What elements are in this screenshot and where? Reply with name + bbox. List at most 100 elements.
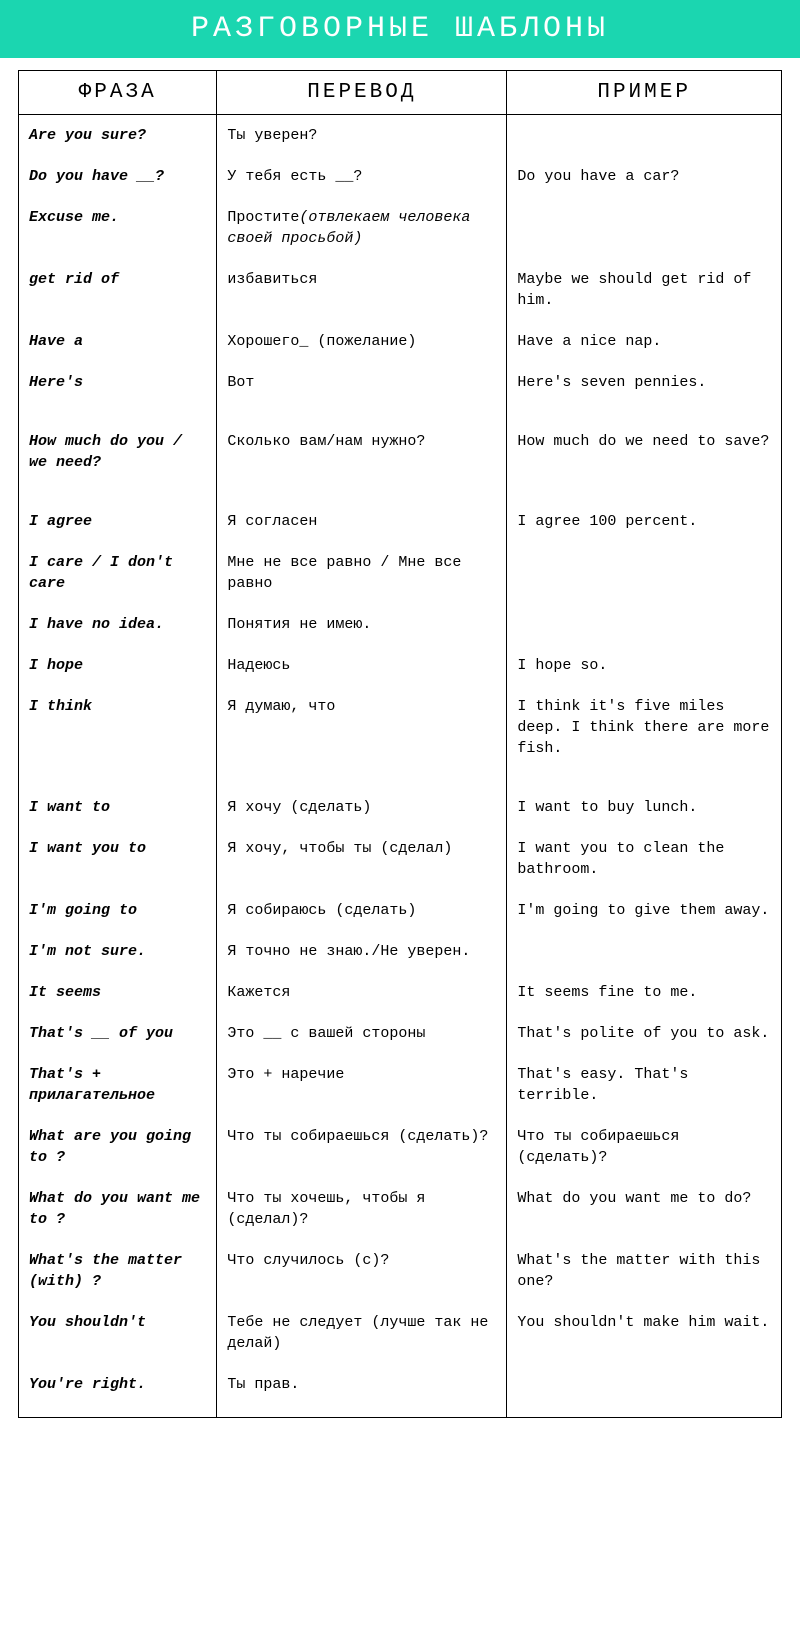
cell-translation: Это __ с вашей стороны (217, 1013, 507, 1054)
table-row: I hopeНадеюсьI hope so. (19, 645, 782, 686)
cell-translation: Я согласен (217, 483, 507, 542)
cell-translation: Ты уверен? (217, 115, 507, 157)
col-header-translation: ПЕРЕВОД (217, 71, 507, 115)
cell-translation: Я хочу (сделать) (217, 769, 507, 828)
cell-translation: Я точно не знаю./Не уверен. (217, 931, 507, 972)
table-row: You're right.Ты прав. (19, 1364, 782, 1418)
table-row: Excuse me.Простите(отвлекаем человека св… (19, 197, 782, 259)
cell-phrase: How much do you / we need? (19, 403, 217, 483)
cell-example: I hope so. (507, 645, 782, 686)
cell-example: You shouldn't make him wait. (507, 1302, 782, 1364)
cell-example: Что ты собираешься (сделать)? (507, 1116, 782, 1178)
col-header-example: ПРИМЕР (507, 71, 782, 115)
table-row: I agreeЯ согласенI agree 100 percent. (19, 483, 782, 542)
page-header: РАЗГОВОРНЫЕ ШАБЛОНЫ (0, 0, 800, 58)
cell-translation: Это + наречие (217, 1054, 507, 1116)
cell-phrase: It seems (19, 972, 217, 1013)
cell-example (507, 604, 782, 645)
cell-translation: Понятия не имею. (217, 604, 507, 645)
table-row: I have no idea.Понятия не имею. (19, 604, 782, 645)
cell-example: Do you have a car? (507, 156, 782, 197)
cell-phrase: I'm going to (19, 890, 217, 931)
cell-example: Have a nice nap. (507, 321, 782, 362)
table-row: What are you going to ?Что ты собираешьс… (19, 1116, 782, 1178)
table-row: I'm not sure.Я точно не знаю./Не уверен. (19, 931, 782, 972)
table-body: Are you sure?Ты уверен?Do you have __?У … (19, 115, 782, 1418)
cell-phrase: I want to (19, 769, 217, 828)
table-row: Have aХорошего_ (пожелание)Have a nice n… (19, 321, 782, 362)
cell-translation: Что ты собираешься (сделать)? (217, 1116, 507, 1178)
cell-translation: Простите(отвлекаем человека своей просьб… (217, 197, 507, 259)
cell-phrase: I care / I don't care (19, 542, 217, 604)
cell-example (507, 1364, 782, 1418)
cell-example: I want you to clean the bathroom. (507, 828, 782, 890)
cell-phrase: Have a (19, 321, 217, 362)
cell-translation: Надеюсь (217, 645, 507, 686)
cell-phrase: I hope (19, 645, 217, 686)
table-row: How much do you / we need?Сколько вам/на… (19, 403, 782, 483)
cell-phrase: You shouldn't (19, 1302, 217, 1364)
cell-example: What's the matter with this one? (507, 1240, 782, 1302)
cell-phrase: That's + прилагательное (19, 1054, 217, 1116)
table-row: What do you want me to ?Что ты хочешь, ч… (19, 1178, 782, 1240)
page-title: РАЗГОВОРНЫЕ ШАБЛОНЫ (191, 12, 609, 46)
cell-phrase: I think (19, 686, 217, 769)
cell-example: How much do we need to save? (507, 403, 782, 483)
table-container: ФРАЗА ПЕРЕВОД ПРИМЕР Are you sure?Ты уве… (0, 58, 800, 1436)
cell-phrase: I'm not sure. (19, 931, 217, 972)
cell-phrase: get rid of (19, 259, 217, 321)
table-row: I thinkЯ думаю, чтоI think it's five mil… (19, 686, 782, 769)
table-header-row: ФРАЗА ПЕРЕВОД ПРИМЕР (19, 71, 782, 115)
cell-phrase: I want you to (19, 828, 217, 890)
cell-example (507, 931, 782, 972)
cell-translation: Хорошего_ (пожелание) (217, 321, 507, 362)
cell-example: That's polite of you to ask. (507, 1013, 782, 1054)
cell-phrase: I have no idea. (19, 604, 217, 645)
cell-phrase: You're right. (19, 1364, 217, 1418)
cell-translation: Вот (217, 362, 507, 403)
cell-example: I'm going to give them away. (507, 890, 782, 931)
cell-example (507, 115, 782, 157)
cell-example: Maybe we should get rid of him. (507, 259, 782, 321)
table-row: That's + прилагательноеЭто + наречиеThat… (19, 1054, 782, 1116)
cell-translation: Я думаю, что (217, 686, 507, 769)
table-row: That's __ of youЭто __ с вашей стороныTh… (19, 1013, 782, 1054)
cell-phrase: That's __ of you (19, 1013, 217, 1054)
col-header-phrase: ФРАЗА (19, 71, 217, 115)
cell-translation: избавиться (217, 259, 507, 321)
cell-translation: У тебя есть __? (217, 156, 507, 197)
cell-phrase: What are you going to ? (19, 1116, 217, 1178)
cell-phrase: What's the matter (with) ? (19, 1240, 217, 1302)
table-row: get rid ofизбавитьсяMaybe we should get … (19, 259, 782, 321)
table-row: You shouldn'tТебе не следует (лучше так … (19, 1302, 782, 1364)
cell-example: I want to buy lunch. (507, 769, 782, 828)
cell-example: That's easy. That's terrible. (507, 1054, 782, 1116)
cell-example: It seems fine to me. (507, 972, 782, 1013)
cell-example: What do you want me to do? (507, 1178, 782, 1240)
cell-translation: Я хочу, чтобы ты (сделал) (217, 828, 507, 890)
table-row: I'm going toЯ собираюсь (сделать)I'm goi… (19, 890, 782, 931)
cell-translation: Кажется (217, 972, 507, 1013)
cell-example: Here's seven pennies. (507, 362, 782, 403)
cell-phrase: What do you want me to ? (19, 1178, 217, 1240)
cell-example: I agree 100 percent. (507, 483, 782, 542)
cell-example (507, 197, 782, 259)
table-row: What's the matter (with) ?Что случилось … (19, 1240, 782, 1302)
cell-translation: Тебе не следует (лучше так не делай) (217, 1302, 507, 1364)
cell-phrase: Excuse me. (19, 197, 217, 259)
cell-phrase: Do you have __? (19, 156, 217, 197)
cell-example (507, 542, 782, 604)
cell-translation: Что ты хочешь, чтобы я (сделал)? (217, 1178, 507, 1240)
cell-phrase: Here's (19, 362, 217, 403)
cell-example: I think it's five miles deep. I think th… (507, 686, 782, 769)
table-row: I want toЯ хочу (сделать)I want to buy l… (19, 769, 782, 828)
table-row: I want you toЯ хочу, чтобы ты (сделал)I … (19, 828, 782, 890)
cell-phrase: I agree (19, 483, 217, 542)
cell-translation: Сколько вам/нам нужно? (217, 403, 507, 483)
table-row: Are you sure?Ты уверен? (19, 115, 782, 157)
phrases-table: ФРАЗА ПЕРЕВОД ПРИМЕР Are you sure?Ты уве… (18, 70, 782, 1418)
cell-translation: Что случилось (с)? (217, 1240, 507, 1302)
table-row: It seemsКажетсяIt seems fine to me. (19, 972, 782, 1013)
table-row: Here'sВотHere's seven pennies. (19, 362, 782, 403)
cell-translation: Я собираюсь (сделать) (217, 890, 507, 931)
